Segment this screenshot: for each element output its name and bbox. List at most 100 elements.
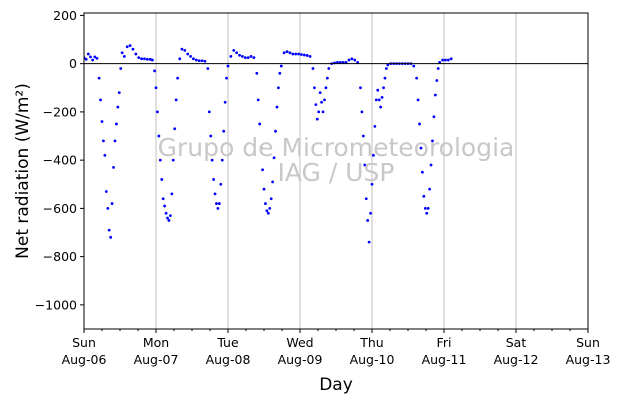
x-tick-day-1: Mon [143,335,169,350]
x-tick-day-3: Wed [286,335,313,350]
x-tick-date-1: Aug-07 [134,352,179,367]
data-point-57 [192,57,195,61]
data-point-177 [432,115,436,119]
data-point-66 [212,178,216,181]
data-point-58 [194,58,198,62]
y-tick-label-0: 200 [53,8,77,23]
data-point-152 [382,86,385,90]
data-point-67 [213,192,217,196]
x-tick-day-4: Thu [359,335,383,350]
data-point-54 [183,48,187,52]
data-point-64 [209,134,213,138]
data-point-132 [347,58,351,62]
data-point-101 [277,86,280,90]
data-point-78 [232,48,236,52]
data-point-37 [156,110,159,114]
data-point-139 [363,163,367,167]
data-point-60 [200,59,204,63]
y-tick-label-4: −600 [43,201,77,216]
data-point-71 [219,182,223,186]
data-point-56 [189,55,192,58]
data-point-1 [84,57,88,61]
data-point-40 [160,178,164,181]
y-axis-title: Net radiation (W/m²) [13,83,33,259]
data-point-30 [140,57,144,61]
x-axis-title: Day [319,375,353,395]
y-tick-label-3: −400 [43,153,77,168]
data-point-53 [180,47,184,51]
data-point-147 [374,98,378,102]
data-point-185 [449,57,453,61]
data-point-164 [412,64,416,68]
data-point-116 [314,103,318,107]
data-point-99 [274,129,277,133]
data-point-65 [210,158,214,162]
data-point-10 [102,139,105,143]
data-point-51 [176,76,180,80]
x-tick-day-0: Sun [72,335,96,350]
data-point-21 [117,91,121,95]
data-point-12 [104,190,108,193]
data-point-82 [243,56,247,60]
data-point-165 [415,76,419,80]
data-point-106 [288,51,292,55]
y-tick-label-6: −1000 [35,297,77,312]
data-point-120 [320,100,323,104]
data-point-63 [207,110,211,114]
data-point-59 [197,59,201,63]
data-point-111 [302,53,306,57]
data-point-170 [422,194,426,198]
data-point-130 [341,61,345,64]
data-point-62 [206,67,210,70]
data-point-81 [241,55,244,58]
data-point-119 [318,91,322,95]
data-point-41 [161,197,165,201]
data-point-91 [262,187,266,191]
data-point-138 [361,134,365,138]
data-point-145 [372,153,375,157]
data-point-142 [367,240,371,244]
x-tick-date-6: Aug-12 [494,352,539,367]
data-point-140 [364,197,368,201]
data-point-122 [323,98,326,102]
x-tick-date-2: Aug-08 [206,352,251,367]
data-point-175 [429,163,433,167]
data-point-84 [249,55,253,58]
data-point-5 [93,55,97,59]
data-point-90 [261,168,264,172]
x-tick-date-5: Aug-11 [422,352,467,367]
data-point-148 [376,88,380,92]
data-point-183 [444,58,447,62]
x-axis-ticks: Sun Aug-06 Mon Aug-07 Tue Aug-08 Wed Aug-09 Thu A… [62,329,610,367]
data-point-11 [103,153,107,157]
data-point-43 [164,211,168,215]
data-point-87 [256,98,260,102]
data-point-25 [125,45,129,49]
data-point-22 [119,67,123,70]
data-point-179 [435,79,439,82]
data-point-14 [107,228,111,232]
data-point-131 [344,61,348,64]
data-point-108 [294,52,298,56]
data-point-176 [431,139,434,143]
data-point-172 [425,211,429,215]
data-point-33 [148,57,152,61]
plot-area [84,44,453,244]
data-point-134 [353,58,357,62]
data-point-75 [225,76,228,80]
data-point-32 [145,57,149,61]
data-point-123 [324,86,328,90]
x-tick-day-7: Sun [576,335,600,350]
data-point-47 [170,192,174,196]
data-point-27 [131,47,135,51]
data-point-50 [174,98,178,102]
data-point-151 [380,96,384,99]
data-point-171 [423,206,427,210]
data-point-95 [268,206,272,210]
data-point-128 [336,61,339,64]
data-point-28 [134,52,138,56]
data-point-173 [426,206,430,210]
data-point-150 [379,105,383,109]
